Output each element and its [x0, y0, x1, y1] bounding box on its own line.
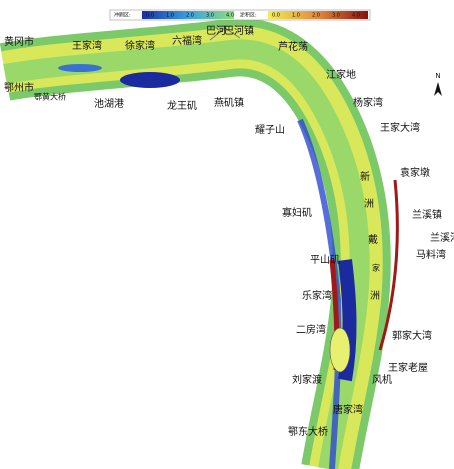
north-arrow: [434, 82, 442, 96]
legend-tick: 1.0: [166, 13, 174, 19]
place-label: 家: [372, 263, 380, 273]
legend-tick: 0.0: [146, 13, 154, 19]
legend-tick: 2.0: [186, 13, 194, 19]
place-label: 黄冈市: [4, 35, 34, 48]
place-label: 平山矶: [310, 254, 340, 266]
place-label: 王家湾: [72, 39, 102, 52]
place-label: 乐家湾: [302, 289, 332, 302]
place-label: 杨家湾: [353, 96, 383, 109]
place-label: 王家大湾: [380, 121, 420, 134]
place-label: 鄂东大桥: [288, 425, 328, 438]
place-label: 兰溪镇: [412, 208, 442, 221]
place-label: 耀子山: [255, 124, 285, 136]
place-label: 新: [360, 170, 370, 183]
place-label: 燕矶镇: [214, 96, 244, 109]
legend-tick: 2.0: [312, 13, 320, 19]
place-label: 六福湾: [172, 34, 202, 47]
place-label: 芦花荡: [278, 40, 308, 53]
legend-tick: 4.0: [226, 13, 234, 19]
place-label: 巴河: [206, 25, 226, 37]
place-label: 王家老屋: [388, 361, 428, 374]
place-label: 唐家湾: [333, 403, 363, 416]
map: 冲刷区: 0.0 1.0 2.0 3.0 4.0 淤积区: 0.0 1.0 2.0 3.0 4.0 N…: [0, 0, 454, 469]
place-label: 兰溪河: [430, 231, 454, 244]
legend-tick: 3.0: [332, 13, 340, 19]
place-label: 寡妇矶: [282, 206, 312, 219]
place-label: 马料湾: [416, 248, 446, 261]
place-label: 鄂黄大桥: [34, 92, 66, 102]
north-label: N: [435, 72, 440, 80]
place-label: 洲: [364, 198, 374, 210]
legend-tick: 1.0: [292, 13, 300, 19]
legend-label: 冲刷区:: [114, 12, 131, 19]
legend-label: 淤积区:: [240, 12, 257, 19]
legend-tick: 4.0: [352, 13, 360, 19]
legend-tick: 3.0: [206, 13, 214, 19]
place-label: 巴河镇: [224, 24, 254, 37]
place-label: 龙王矶: [167, 99, 197, 112]
place-label: 风机: [372, 373, 392, 386]
place-label: 戴: [368, 233, 378, 246]
place-label: 郭家大湾: [392, 329, 432, 342]
place-label: 洲: [370, 290, 380, 302]
place-label: 江家地: [326, 68, 356, 81]
place-label: 袁家墩: [400, 166, 430, 179]
place-label: 池湖港: [94, 97, 124, 110]
place-label: 鄂州市: [4, 81, 34, 94]
place-label: 二房湾: [296, 323, 326, 336]
place-label: 徐家湾: [125, 39, 155, 52]
place-label: 刘家渡: [292, 373, 322, 386]
legend: 冲刷区: 0.0 1.0 2.0 3.0 4.0 淤积区: 0.0 1.0 2.0 3.0 4.0: [110, 10, 370, 20]
legend-tick: 0.0: [272, 13, 280, 19]
